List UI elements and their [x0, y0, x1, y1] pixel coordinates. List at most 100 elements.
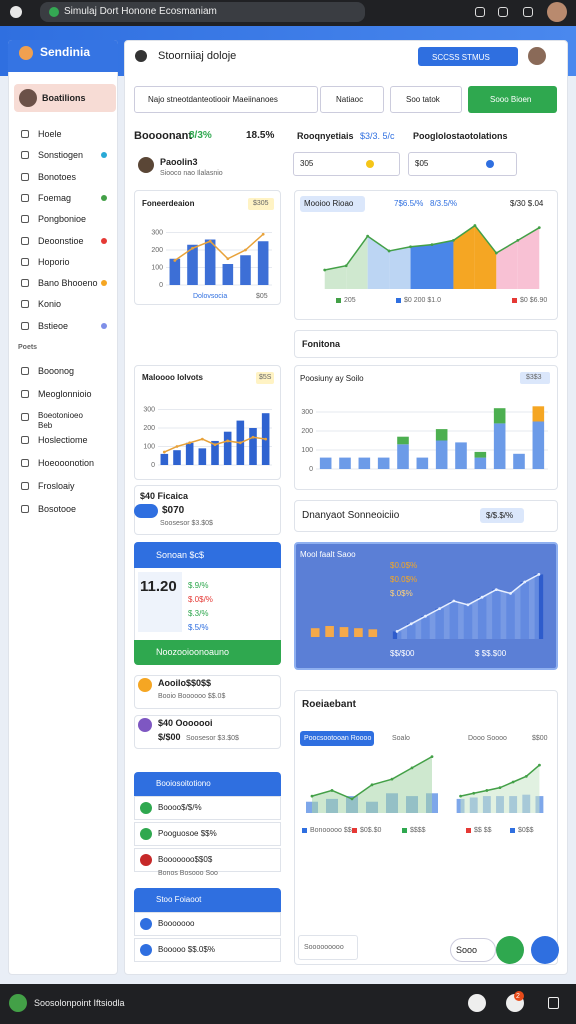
group-item-text: Booooooo$$0$: [158, 855, 213, 864]
group-icon: [140, 918, 152, 930]
group-item[interactable]: [134, 912, 281, 936]
badge-text: $5S: [259, 374, 272, 381]
browser-action[interactable]: [498, 7, 508, 17]
menu-icon: [21, 215, 29, 224]
menu-item: Hoeooonotion: [38, 458, 95, 468]
section-title: Fonitona: [302, 339, 340, 349]
trend-stat: $0.0$%: [390, 561, 418, 570]
mini-chart: [392, 573, 544, 639]
bar: [173, 450, 181, 465]
bar: [368, 629, 378, 637]
mini-chart: 0 100 200 300: [301, 406, 548, 472]
area: [397, 574, 539, 639]
filter-button[interactable]: [320, 86, 384, 113]
search-input[interactable]: [134, 86, 318, 113]
y-tick-label: 0: [159, 282, 163, 288]
bar: [532, 406, 545, 422]
mini-chart: [310, 626, 378, 637]
group-item[interactable]: [134, 822, 281, 846]
point: [438, 607, 442, 610]
metric-value: $3/3. 5/c: [360, 131, 395, 141]
bar: [493, 408, 506, 424]
menu-icon: [21, 367, 29, 375]
point: [173, 259, 177, 262]
input-box[interactable]: [293, 152, 400, 176]
taskbar-title: Soosolonpoint Iftsiodla: [34, 998, 125, 1008]
group-item[interactable]: [134, 848, 281, 872]
kpi-footer-text: Noozooioonoauno: [156, 647, 230, 657]
input-box[interactable]: [408, 152, 517, 176]
input-dot: [486, 160, 494, 168]
point: [538, 763, 541, 767]
menu-item: Boeotonioeo Beb: [38, 411, 83, 430]
bar: [474, 457, 487, 469]
group-item-text: Pooguosoe $$%: [158, 829, 217, 838]
taskbar-button[interactable]: [468, 994, 486, 1012]
list-card: [134, 715, 281, 749]
menu-item: Hoporio: [38, 256, 70, 267]
point: [498, 786, 502, 790]
group-note: Bonos Bosooo Soo: [158, 870, 218, 877]
legend-label: $$$$: [410, 827, 426, 834]
menu-icon: [21, 300, 29, 309]
fab[interactable]: [496, 936, 524, 964]
area-segment: [410, 244, 432, 289]
point: [323, 268, 327, 272]
chart-tab[interactable]: [300, 196, 365, 212]
note-box: [298, 935, 358, 960]
point: [494, 588, 498, 591]
stat-value: $070: [162, 505, 185, 516]
badge-text: $305: [253, 200, 269, 207]
bar: [160, 453, 169, 465]
point: [226, 257, 230, 261]
metric-label: Pooglolostaotolations: [413, 131, 508, 141]
sort-button[interactable]: [390, 86, 462, 113]
point: [390, 777, 394, 781]
point: [452, 238, 455, 242]
menu-icon: [21, 193, 29, 202]
action-button[interactable]: [468, 86, 557, 113]
browser-action[interactable]: [523, 7, 533, 17]
bar: [435, 440, 448, 469]
point: [350, 797, 354, 801]
sidebar: [8, 40, 118, 975]
trend-stat: $.0$%: [390, 589, 413, 598]
status-button[interactable]: [418, 47, 518, 66]
card-title: Poosiuny ay Soilo: [300, 374, 364, 383]
area-segment: [389, 246, 411, 289]
chart-stat: $/30 $.04: [510, 199, 544, 208]
mini-chart: [323, 224, 541, 289]
chart-tab[interactable]: [300, 731, 374, 746]
bar: [339, 627, 349, 637]
pill-text: $/$.$/%: [486, 511, 514, 520]
menu-icon: [21, 151, 29, 160]
kpi-box: [138, 572, 182, 632]
group-item[interactable]: [134, 796, 281, 820]
browser-tab[interactable]: [40, 2, 365, 22]
area: [460, 765, 540, 813]
group-header-text: Stoo Foiaoot: [156, 895, 202, 904]
area-segment: [453, 225, 475, 289]
legend-swatch: [336, 298, 341, 303]
close-button[interactable]: [540, 338, 550, 348]
group-item[interactable]: [134, 938, 281, 962]
fab[interactable]: [531, 936, 559, 964]
menu-section: Poets: [18, 344, 38, 351]
y-tick-label: 300: [143, 406, 155, 413]
chip[interactable]: [450, 938, 496, 962]
bar: [240, 255, 251, 285]
tab-icon: [49, 7, 59, 17]
menu-icon: [21, 505, 29, 513]
point: [395, 630, 399, 633]
point: [251, 435, 255, 439]
point: [344, 264, 348, 268]
header-icon: [135, 50, 147, 62]
card-title: Maloooo Iolvots: [142, 373, 203, 382]
area-segment: [496, 240, 518, 289]
list-sub: Soosesor $3.$0$: [186, 735, 239, 742]
bar: [257, 241, 269, 285]
browser-action[interactable]: [475, 7, 485, 17]
bar: [339, 457, 351, 469]
taskbar-button[interactable]: [548, 997, 559, 1009]
